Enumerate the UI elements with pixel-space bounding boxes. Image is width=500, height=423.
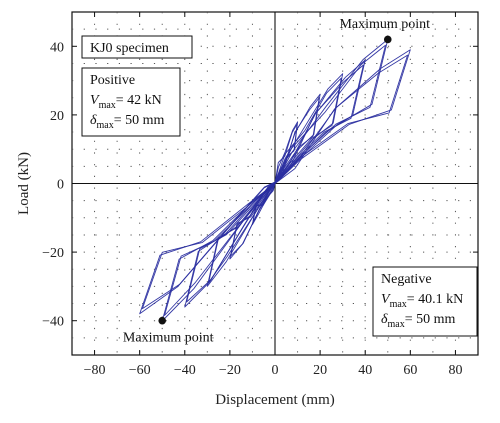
positive-vmax-value: = 42 kN xyxy=(116,93,162,108)
y-axis-label: Load (kN) xyxy=(16,152,32,215)
y-tick-label: −20 xyxy=(42,246,64,261)
positive-dmax-sub: max xyxy=(97,120,114,131)
positive-heading: Positive xyxy=(90,73,135,88)
max-point-positive-marker xyxy=(383,35,392,44)
negative-dmax-symbol: δ xyxy=(381,312,388,327)
x-tick-label: 0 xyxy=(272,363,279,378)
y-tick-label: 0 xyxy=(57,178,64,193)
positive-vmax-symbol: V xyxy=(90,93,100,108)
positive-info-box: Positive Vmax= 42 kN δmax= 50 mm xyxy=(81,67,181,137)
negative-dmax: δmax= 50 mm xyxy=(381,312,456,330)
negative-vmax-symbol: V xyxy=(381,292,391,307)
x-tick-label: 40 xyxy=(358,363,372,378)
negative-vmax-value: = 40.1 kN xyxy=(407,292,464,307)
positive-vmax-sub: max xyxy=(99,100,116,111)
x-tick-label: 60 xyxy=(403,363,417,378)
negative-info-frame xyxy=(372,266,478,337)
negative-vmax-sub: max xyxy=(390,299,407,310)
specimen-label-frame xyxy=(81,35,193,59)
specimen-label: KJ0 specimen xyxy=(90,41,169,56)
negative-heading: Negative xyxy=(381,272,432,287)
positive-vmax: Vmax= 42 kN xyxy=(90,93,162,111)
x-tick-label: 20 xyxy=(313,363,327,378)
negative-dmax-value: = 50 mm xyxy=(405,312,456,327)
positive-dmax-symbol: δ xyxy=(90,113,97,128)
positive-dmax: δmax= 50 mm xyxy=(90,113,165,131)
specimen-label-box: KJ0 specimen xyxy=(81,35,193,59)
x-tick-label: −60 xyxy=(129,363,151,378)
negative-dmax-sub: max xyxy=(388,319,405,330)
max-point-positive-label: Maximum point xyxy=(339,17,430,32)
hysteresis-loop xyxy=(141,54,409,310)
positive-info-frame xyxy=(81,67,181,137)
max-point-negative-label: Maximum point xyxy=(123,331,214,346)
y-tick-label: 20 xyxy=(50,109,64,124)
negative-vmax: Vmax= 40.1 kN xyxy=(381,292,463,310)
positive-dmax-value: = 50 mm xyxy=(114,113,165,128)
x-tick-label: −20 xyxy=(219,363,241,378)
negative-info-box: Negative Vmax= 40.1 kN δmax= 50 mm xyxy=(372,266,478,337)
y-tick-label: −40 xyxy=(42,315,64,330)
y-tick-label: 40 xyxy=(50,40,64,55)
x-tick-label: −40 xyxy=(174,363,196,378)
tick-layer: −80 −60 −40 −20 0 20 40 60 80 −40 −20 0 20 40 xyxy=(42,12,478,378)
x-tick-label: 80 xyxy=(448,363,462,378)
max-point-negative-marker xyxy=(158,316,167,325)
x-tick-label: −80 xyxy=(84,363,106,378)
curve-layer xyxy=(139,38,411,322)
x-axis-label: Displacement (mm) xyxy=(215,392,335,408)
